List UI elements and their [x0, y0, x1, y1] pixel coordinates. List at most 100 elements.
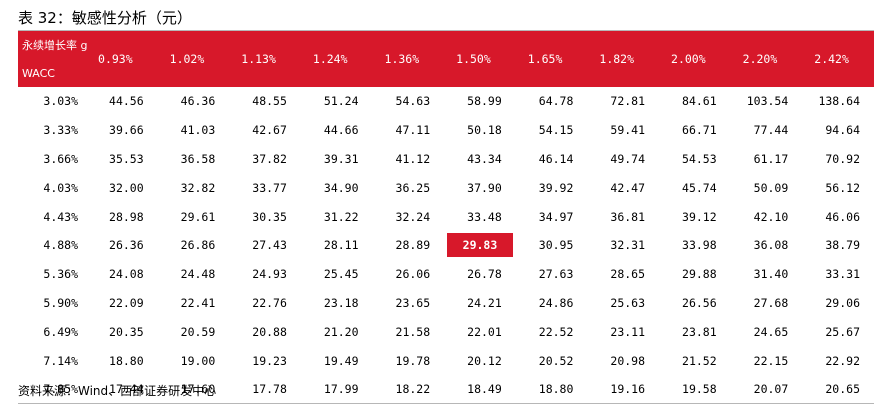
table-cell: 27.43: [252, 238, 287, 253]
table-cell: 29.61: [180, 209, 216, 224]
g-header: 1.36%: [384, 52, 420, 66]
table-cell: 18.22: [372, 374, 445, 405]
table-cell: 26.06: [395, 267, 431, 282]
table-body: 3.03% 44.56 46.36 48.55 51.24 54.63 58.99 64.78…: [18, 87, 874, 405]
table-cell: 27.63: [538, 267, 574, 282]
table-cell: 26.56: [682, 295, 717, 310]
table-cell: 70.92: [825, 151, 860, 166]
table-cell: 50.09: [753, 180, 789, 195]
table-cell: 29.06: [825, 295, 860, 310]
table-cell: 56.12: [825, 180, 860, 195]
g-header: 1.82%: [599, 52, 635, 66]
table-cell: 138.64: [818, 94, 860, 109]
table-cell: 19.00: [180, 353, 216, 368]
table-cell: 25.45: [323, 267, 359, 282]
source-note: 资料来源：Wind、西部证券研发中心: [18, 384, 217, 398]
table-cell: 44.66: [323, 123, 359, 138]
table-cell: 45.74: [682, 180, 717, 195]
table-cell: 49.74: [610, 151, 646, 166]
table-cell: 38.79: [825, 238, 860, 253]
table-cell: 37.82: [252, 151, 287, 166]
table-cell: 17.60: [157, 374, 230, 405]
table-row: 7.85% 17.44 17.60 17.78 17.99 18.22 18.49 18.80…: [18, 374, 874, 405]
table-cell: 19.49: [323, 353, 359, 368]
g-header: 2.20%: [742, 52, 778, 66]
table-cell: 24.21: [467, 295, 502, 310]
table-cell: 46.06: [825, 209, 860, 224]
table-cell: 30.95: [538, 238, 574, 253]
table-cell: 33.31: [825, 267, 860, 282]
table-cell: 28.98: [109, 209, 144, 224]
table-cell: 36.08: [753, 238, 789, 253]
wacc-label: WACC: [22, 67, 55, 80]
table-cell: 20.88: [252, 324, 287, 339]
table-cell: 66.71: [682, 123, 717, 138]
header-row: 永续增长率 g WACC 0.93% 1.02% 1.13% 1.24% 1.3…: [18, 31, 874, 87]
table-cell: 42.47: [610, 180, 646, 195]
table-cell: 36.81: [610, 209, 646, 224]
table-cell: 24.93: [252, 267, 287, 282]
g-header: 1.24%: [312, 52, 348, 66]
table-cell: 39.92: [538, 180, 574, 195]
table-cell: 41.12: [395, 151, 431, 166]
g-header: 1.13%: [241, 52, 276, 66]
table-cell: 24.86: [538, 295, 574, 310]
table-cell: 19.16: [587, 374, 660, 405]
table-cell: 39.31: [323, 151, 359, 166]
wacc-value: 5.36%: [43, 267, 79, 282]
table-cell: 39.12: [682, 209, 717, 224]
table-cell: 26.36: [109, 238, 144, 253]
table-cell: 59.41: [610, 123, 646, 138]
table-cell: 19.58: [659, 374, 731, 405]
g-header: 1.50%: [456, 52, 491, 66]
table-cell: 54.63: [395, 94, 431, 109]
table-cell: 22.15: [753, 353, 789, 368]
table-cell: 20.98: [610, 353, 646, 368]
table-cell: 37.90: [467, 180, 502, 195]
table-row: 7.14% 18.80 19.00 19.23 19.49 19.78 20.12 20.52…: [18, 346, 874, 375]
table-cell: 28.11: [323, 238, 359, 253]
wacc-value: 3.03%: [43, 94, 79, 109]
g-header: 1.02%: [169, 52, 205, 66]
table-cell: 48.55: [252, 94, 287, 109]
table-cell: 20.07: [730, 374, 803, 405]
table-cell: 43.34: [467, 151, 502, 166]
highlighted-value: 29.83: [447, 233, 513, 258]
table-cell: 77.44: [753, 123, 789, 138]
table-cell: 54.53: [682, 151, 717, 166]
table-cell: 24.65: [753, 324, 789, 339]
table-row: 3.33% 39.66 41.03 42.67 44.66 47.11 50.18 54.15…: [18, 116, 874, 145]
table-cell: 26.78: [467, 267, 502, 282]
table-cell: 19.78: [395, 353, 431, 368]
table-cell: 31.40: [753, 267, 789, 282]
table-cell: 29.88: [682, 267, 717, 282]
table-row: 3.03% 44.56 46.36 48.55 51.24 54.63 58.99 64.78…: [18, 87, 874, 116]
g-header: 0.93%: [98, 52, 133, 66]
table-cell: 22.52: [538, 324, 574, 339]
table-cell: 24.48: [180, 267, 216, 282]
table-cell: 20.12: [467, 353, 502, 368]
table-cell: 46.36: [180, 94, 216, 109]
table-cell: 23.18: [323, 295, 359, 310]
table-cell: 32.00: [109, 180, 144, 195]
wacc-value: 4.03%: [43, 180, 79, 195]
g-header: 2.42%: [814, 52, 849, 66]
wacc-value: 7.14%: [43, 353, 79, 368]
highlighted-cell: 29.83: [444, 231, 516, 260]
table-cell: 50.18: [467, 123, 502, 138]
table-cell: 72.81: [610, 94, 646, 109]
table-cell: 34.97: [538, 209, 574, 224]
table-cell: 27.68: [753, 295, 789, 310]
table-cell: 32.31: [610, 238, 646, 253]
wacc-value: 7.85%: [18, 374, 87, 405]
table-cell: 24.08: [109, 267, 144, 282]
table-cell: 20.35: [109, 324, 144, 339]
table-cell: 33.77: [252, 180, 287, 195]
table-cell: 36.58: [180, 151, 216, 166]
table-cell: 21.20: [323, 324, 359, 339]
table-cell: 61.17: [753, 151, 789, 166]
table-cell: 42.67: [252, 123, 287, 138]
title-divider: [18, 30, 874, 31]
table-row: 4.03% 32.00 32.82 33.77 34.90 36.25 37.90 39.92…: [18, 173, 874, 202]
table-row: 3.66% 35.53 36.58 37.82 39.31 41.12 43.34 46.14…: [18, 145, 874, 174]
